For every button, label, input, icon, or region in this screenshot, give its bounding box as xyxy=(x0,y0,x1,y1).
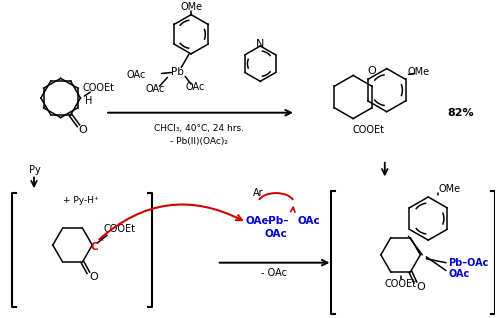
Text: OAc: OAc xyxy=(246,216,268,225)
Text: OAc: OAc xyxy=(146,84,165,94)
Text: O: O xyxy=(416,281,424,292)
Text: + Py-H⁺: + Py-H⁺ xyxy=(62,197,98,205)
Text: Pb: Pb xyxy=(171,66,183,77)
Text: COOEt: COOEt xyxy=(82,83,114,93)
Text: Pb–OAc: Pb–OAc xyxy=(448,258,488,268)
Text: - Pb(II)(OAc)₂: - Pb(II)(OAc)₂ xyxy=(170,137,228,146)
Text: OAc: OAc xyxy=(264,229,287,239)
Text: O: O xyxy=(78,125,87,135)
Text: O: O xyxy=(368,66,376,76)
Text: ⁻: ⁻ xyxy=(99,238,103,246)
Text: Ar: Ar xyxy=(253,188,264,198)
Text: 82%: 82% xyxy=(448,108,474,118)
Text: COOEt: COOEt xyxy=(353,125,385,135)
Text: OAc: OAc xyxy=(298,216,320,225)
Text: OAc: OAc xyxy=(186,82,204,92)
Text: O: O xyxy=(89,272,98,282)
Text: N: N xyxy=(256,39,264,49)
Text: OMe: OMe xyxy=(408,67,430,78)
Text: - OAc: - OAc xyxy=(261,268,287,279)
Text: Py: Py xyxy=(29,164,41,175)
Text: OMe: OMe xyxy=(438,184,460,194)
Text: CHCl₃, 40°C, 24 hrs.: CHCl₃, 40°C, 24 hrs. xyxy=(154,124,244,133)
Text: OAc: OAc xyxy=(126,70,146,80)
Text: COOEt: COOEt xyxy=(384,279,416,289)
Text: C: C xyxy=(90,242,98,252)
Text: OMe: OMe xyxy=(180,2,202,12)
Text: H: H xyxy=(84,96,92,106)
Text: OAc: OAc xyxy=(448,269,469,280)
Text: COOEt: COOEt xyxy=(104,225,136,234)
Text: –Pb–: –Pb– xyxy=(264,216,289,225)
